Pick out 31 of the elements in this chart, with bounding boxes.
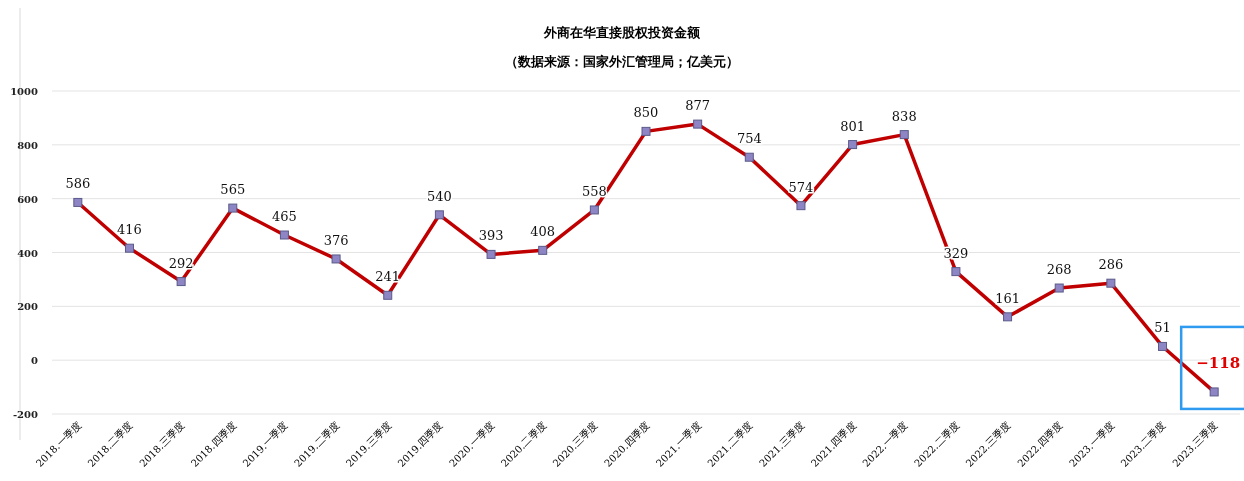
y-tick-label: 600: [17, 193, 39, 205]
data-label: 161: [995, 290, 1020, 306]
data-label: −118: [1196, 353, 1241, 372]
data-label: 51: [1154, 320, 1171, 336]
data-label: 540: [426, 188, 452, 204]
data-label: 877: [685, 98, 711, 114]
data-label: 801: [840, 118, 866, 134]
y-tick-label: 1000: [10, 86, 39, 97]
y-tick-label: 400: [17, 247, 39, 259]
data-label: 850: [633, 105, 659, 121]
data-label: 393: [478, 228, 504, 244]
y-tick-label: 0: [31, 355, 39, 367]
data-label: 558: [581, 183, 607, 199]
data-label: 292: [168, 255, 194, 271]
chart-title: 外商在华直接股权投资金额: [543, 25, 701, 40]
data-label: 465: [272, 209, 297, 224]
data-label: 565: [220, 182, 246, 198]
data-label: 586: [65, 176, 91, 192]
chart-subtitle: （数据来源：国家外汇管理局；亿美元）: [505, 54, 739, 69]
data-label: 286: [1098, 257, 1124, 273]
data-label: 268: [1046, 262, 1072, 278]
data-label: 376: [323, 232, 349, 248]
data-label: 754: [736, 131, 762, 147]
data-label: 838: [891, 108, 917, 124]
y-tick-label: 800: [17, 139, 39, 151]
y-tick-label: 200: [17, 301, 39, 313]
y-tick-label: -200: [12, 409, 39, 420]
data-label: 408: [530, 224, 556, 240]
data-label: 416: [117, 222, 142, 238]
data-label: 241: [375, 269, 401, 285]
data-label: 574: [788, 179, 814, 195]
